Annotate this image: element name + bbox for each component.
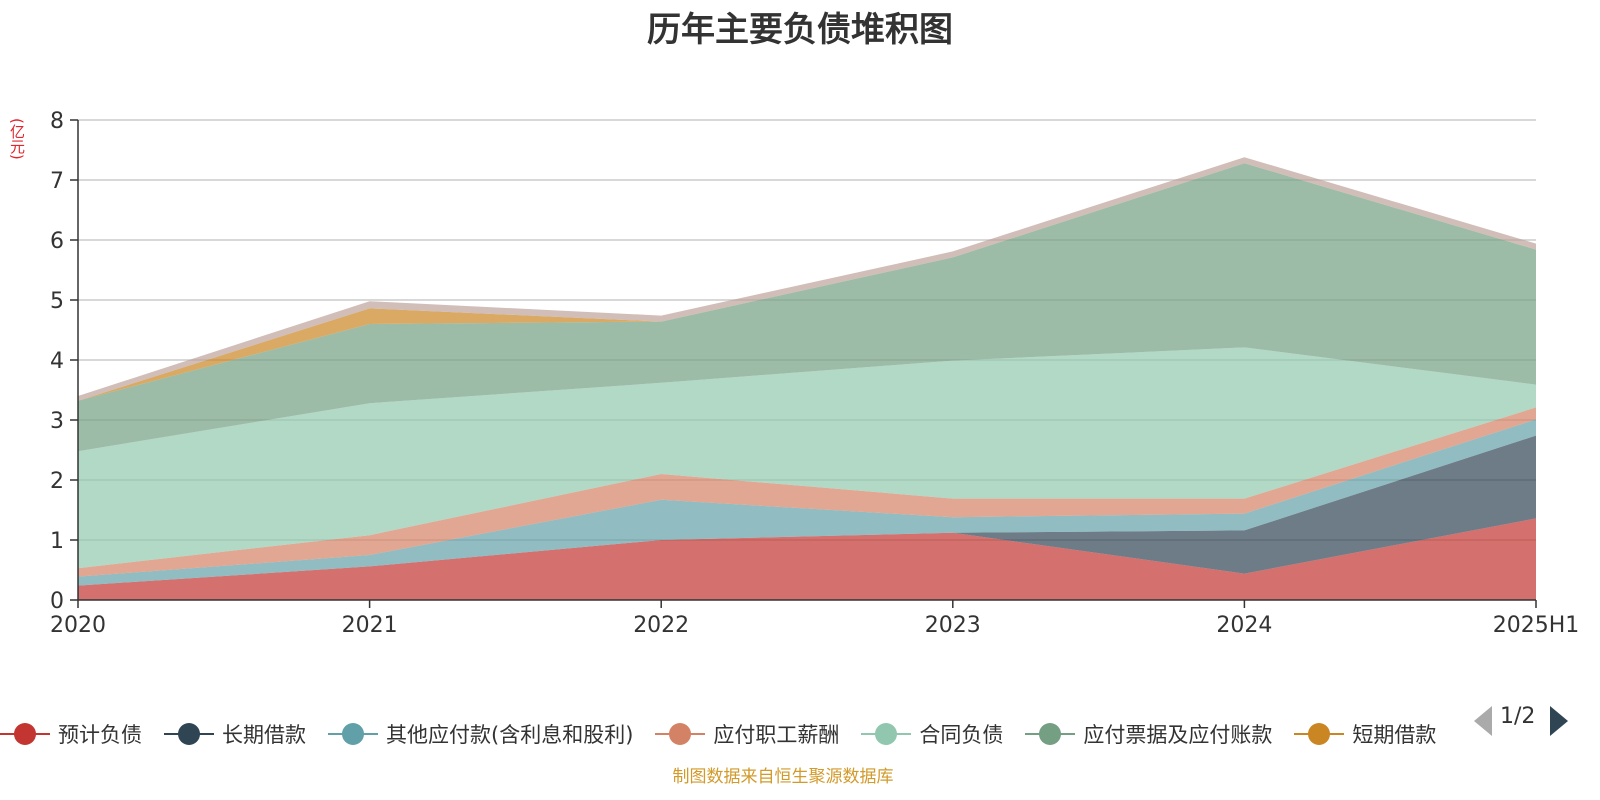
legend-item-1[interactable]: 长期借款: [164, 716, 306, 752]
x-tick-label: 2021: [342, 613, 398, 638]
legend-label: 其他应付款(含利息和股利): [386, 723, 634, 747]
legend-label: 长期借款: [222, 723, 306, 747]
area-series-4[interactable]: [78, 347, 1536, 569]
y-tick-label: 0: [50, 589, 64, 614]
y-tick-label: 5: [50, 289, 64, 314]
area-series-5[interactable]: [78, 163, 1536, 452]
source-note: 制图数据来自恒生聚源数据库: [672, 767, 894, 787]
legend-page-indicator: 1/2: [1500, 704, 1536, 729]
x-tick-label: 2024: [1216, 613, 1272, 638]
legend-label: 预计负债: [58, 723, 142, 747]
area-series-1[interactable]: [78, 435, 1536, 586]
legend-marker-icon: [655, 721, 706, 747]
legend-label: 合同负债: [919, 723, 1004, 747]
y-tick-label: 3: [50, 409, 64, 434]
legend-marker-icon: [164, 721, 214, 747]
area-series-3[interactable]: [78, 407, 1536, 577]
y-tick-label: 1: [50, 529, 64, 554]
legend-label: 短期借款: [1352, 723, 1437, 747]
x-tick-label: 2025H1: [1493, 613, 1580, 638]
y-tick-label: 2: [50, 469, 64, 494]
legend-marker-icon: [1025, 721, 1076, 747]
y-tick-label: 7: [50, 169, 64, 194]
y-axis-unit-label: (亿元): [8, 118, 26, 160]
legend-item-0[interactable]: 预计负债: [0, 716, 142, 752]
legend-item-2[interactable]: 其他应付款(含利息和股利): [328, 716, 633, 752]
legend-label: 应付职工薪酬: [713, 723, 840, 747]
chart-title: 历年主要负债堆积图: [647, 10, 953, 50]
legend-item-3[interactable]: 应付职工薪酬: [655, 716, 839, 752]
area-series-2[interactable]: [78, 419, 1536, 586]
legend-marker-icon: [0, 721, 50, 747]
legend-pager: 1/2: [1474, 704, 1600, 744]
y-tick-label: 8: [50, 109, 64, 134]
legend-marker-icon: [861, 721, 912, 747]
y-tick-label: 6: [50, 229, 64, 254]
legend-item-5[interactable]: 应付票据及应付账款: [1025, 716, 1272, 752]
x-tick-label: 2022: [633, 613, 689, 638]
legend-marker-icon: [1294, 721, 1345, 747]
legend-next-page-icon[interactable]: [1550, 706, 1568, 736]
stacked-area-chart: 0 1 2 3 4 5 6 7 8 2020 2021 2022 2023 2024 2025H1: [50, 109, 1580, 638]
x-tick-label: 2023: [925, 613, 981, 638]
legend-prev-page-icon[interactable]: [1474, 706, 1492, 736]
legend: 预计负债 长期借款 其他应付款(含利息和股利) 应付职工薪酬 合同负债 应付票据及应付账款…: [0, 716, 1474, 756]
legend-label: 应付票据及应付账款: [1083, 723, 1273, 747]
legend-marker-icon: [328, 721, 378, 747]
area-series-0[interactable]: [78, 518, 1536, 600]
y-tick-label: 4: [50, 349, 64, 374]
legend-item-4[interactable]: 合同负债: [861, 716, 1003, 752]
x-tick-label: 2020: [50, 613, 106, 638]
legend-item-6[interactable]: 短期借款: [1294, 716, 1436, 752]
